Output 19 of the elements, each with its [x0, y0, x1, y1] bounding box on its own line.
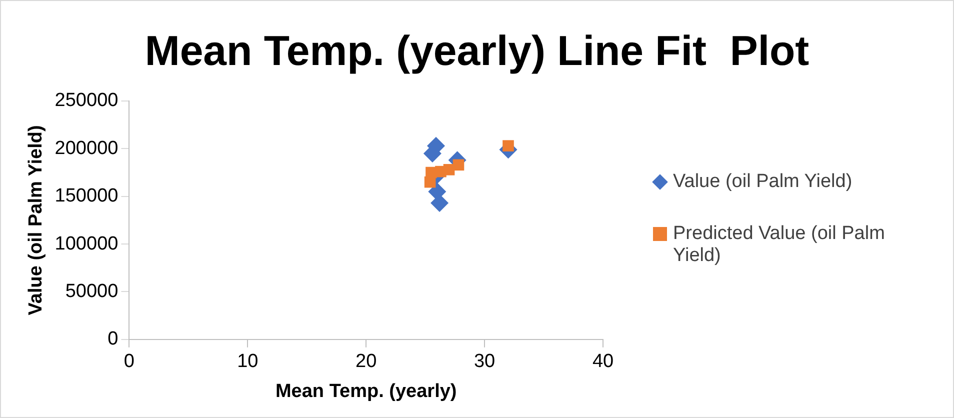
x-tick-label: 30	[474, 351, 496, 372]
x-tick-label: 0	[124, 351, 134, 372]
y-tick-label: 50000	[65, 280, 118, 302]
point	[452, 159, 464, 171]
y-axis-title: Value (oil Palm Yield)	[26, 125, 47, 316]
x-axis-title: Mean Temp. (yearly)	[275, 380, 457, 402]
y-tick-label: 250000	[54, 90, 118, 112]
point	[443, 164, 455, 176]
y-tick-label: 200000	[54, 138, 118, 159]
x-tick-label: 20	[356, 351, 377, 372]
y-tick-label: 150000	[54, 186, 118, 207]
legend-label: Predicted Value (oil Palm Yield)	[673, 223, 886, 267]
y-tick-label: 100000	[54, 233, 118, 254]
point	[502, 140, 514, 152]
chart-title: Mean Temp. (yearly) Line Fit Plot	[144, 27, 810, 75]
legend-label: Value (oil Palm Yield)	[673, 171, 852, 193]
x-tick-label: 40	[592, 351, 614, 372]
x-tick-label: 10	[237, 351, 258, 372]
y-tick-label: 0	[108, 328, 118, 350]
